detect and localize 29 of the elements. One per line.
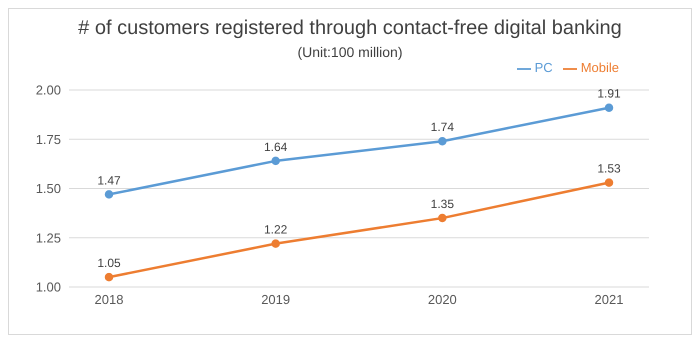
y-tick-label: 2.00 [36, 82, 61, 98]
point [604, 103, 614, 112]
point [104, 272, 114, 282]
x-tick-label: 2018 [94, 292, 124, 308]
point [271, 156, 280, 166]
point [271, 239, 280, 248]
chart-subtitle: (Unit:100 million) [296, 44, 404, 60]
point [438, 136, 447, 146]
y-tick-label: 1.00 [36, 280, 61, 295]
data-label: 1.47 [97, 173, 121, 188]
data-label: 1.74 [430, 120, 454, 134]
data-label: 1.35 [430, 197, 454, 212]
y-tick-label: 1.50 [36, 181, 61, 196]
x-tick-label: 2019 [261, 292, 290, 308]
legend-label: PC [534, 60, 553, 75]
data-label: 1.91 [597, 86, 621, 101]
x-tick-label: 2020 [428, 292, 457, 308]
data-label: 1.53 [597, 162, 621, 176]
data-label: 1.64 [264, 140, 288, 154]
chart-title: # of customers registered through contact-free digital banking [77, 17, 623, 40]
legend-label: Mobile [580, 60, 619, 75]
x-tick-label: 2021 [594, 292, 624, 308]
data-label: 1.22 [264, 222, 288, 237]
y-tick-label: 1.75 [36, 132, 61, 147]
point [438, 214, 447, 222]
point [604, 178, 614, 187]
y-tick-label: 1.25 [36, 230, 61, 246]
data-label: 1.05 [97, 256, 121, 270]
point [104, 190, 114, 199]
